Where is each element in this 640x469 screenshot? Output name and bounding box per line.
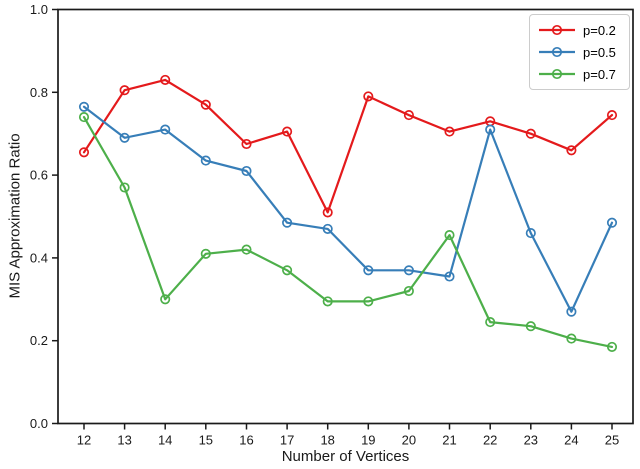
legend-line-sample — [539, 24, 575, 36]
x-tick-label: 23 — [524, 433, 538, 448]
legend-marker — [551, 24, 563, 36]
series-marker-p-0-7 — [403, 285, 414, 297]
y-tick-label: 0.4 — [30, 250, 48, 265]
series-marker-p-0-2 — [282, 126, 293, 137]
legend-marker — [551, 46, 563, 58]
x-tick-label: 16 — [239, 433, 253, 448]
y-tick-label: 0.8 — [30, 85, 48, 100]
series-marker-p-0-5 — [200, 155, 211, 166]
series-marker-p-0-2 — [78, 147, 90, 158]
series-marker-p-0-5 — [119, 132, 130, 143]
x-tick-label: 17 — [280, 433, 294, 448]
series-marker-p-0-7 — [160, 294, 171, 305]
x-tick-label: 14 — [158, 433, 172, 448]
y-axis-label: MIS Approximation Ratio — [6, 133, 24, 299]
series-marker-p-0-7 — [444, 230, 455, 241]
series-marker-p-0-7 — [485, 317, 496, 328]
series-marker-p-0-5 — [566, 306, 577, 317]
x-tick-label: 20 — [402, 433, 416, 448]
series-marker-p-0-2 — [606, 110, 618, 121]
series-marker-p-0-5 — [606, 217, 618, 228]
x-tick-label: 13 — [117, 433, 131, 448]
series-marker-p-0-7 — [322, 296, 333, 307]
y-tick-label: 1.0 — [30, 2, 48, 17]
legend-label: p=0.2 — [583, 22, 616, 38]
series-marker-p-0-5 — [485, 124, 496, 135]
series-marker-p-0-2 — [200, 99, 211, 110]
series-marker-p-0-2 — [322, 207, 333, 218]
y-tick-label: 0.0 — [30, 416, 48, 431]
series-marker-p-0-5 — [282, 217, 293, 228]
legend-item-p-0-5: p=0.5 — [538, 42, 629, 62]
series-marker-p-0-5 — [160, 124, 171, 135]
legend-label: p=0.7 — [583, 66, 616, 82]
series-line-p-0-2 — [82, 78, 614, 214]
x-tick-label: 21 — [442, 433, 456, 448]
series-marker-p-0-7 — [363, 296, 374, 307]
series-marker-p-0-5 — [444, 271, 455, 282]
legend-item-p-0-2: p=0.2 — [538, 20, 629, 40]
x-tick-label: 15 — [199, 433, 213, 448]
x-tick-label: 19 — [361, 433, 375, 448]
series-line-p-0-5 — [82, 105, 614, 313]
series-marker-p-0-2 — [119, 85, 130, 96]
x-tick-label: 25 — [605, 433, 619, 448]
series-marker-p-0-2 — [363, 91, 374, 102]
y-tick-label: 0.2 — [30, 333, 48, 348]
series-marker-p-0-2 — [444, 126, 455, 137]
series-marker-p-0-5 — [363, 265, 374, 276]
series-marker-p-0-2 — [525, 128, 536, 139]
series-marker-p-0-7 — [525, 321, 536, 332]
series-marker-p-0-7 — [606, 341, 618, 352]
x-tick-label: 18 — [320, 433, 334, 448]
series-marker-p-0-7 — [282, 265, 293, 276]
legend-line-sample — [539, 68, 575, 80]
series-marker-p-0-2 — [160, 74, 171, 85]
series-marker-p-0-2 — [403, 110, 414, 121]
y-tick-label: 0.6 — [30, 168, 48, 183]
legend-line-sample — [539, 46, 575, 58]
x-tick-label: 22 — [483, 433, 497, 448]
series-marker-p-0-2 — [566, 145, 577, 156]
legend-item-p-0-7: p=0.7 — [538, 64, 629, 84]
series-marker-p-0-5 — [322, 223, 333, 234]
series-marker-p-0-5 — [241, 165, 252, 177]
x-axis-label: Number of Vertices — [281, 448, 410, 465]
legend-marker — [551, 68, 563, 80]
x-tick-label: 24 — [564, 433, 578, 448]
series-marker-p-0-7 — [119, 182, 130, 193]
legend: p=0.2 p=0.5 p=0.7 — [529, 14, 630, 90]
series-marker-p-0-7 — [200, 248, 211, 259]
x-tick-label: 12 — [77, 433, 91, 448]
series-marker-p-0-7 — [241, 244, 252, 255]
series-marker-p-0-5 — [78, 101, 90, 112]
series-line-p-0-7 — [82, 115, 614, 348]
plot-border — [57, 8, 634, 425]
series-marker-p-0-7 — [566, 333, 577, 344]
series-marker-p-0-5 — [525, 228, 536, 239]
series-marker-p-0-2 — [241, 138, 252, 150]
legend-label: p=0.5 — [583, 44, 616, 60]
series-marker-p-0-7 — [78, 112, 90, 123]
series-marker-p-0-5 — [403, 265, 414, 276]
